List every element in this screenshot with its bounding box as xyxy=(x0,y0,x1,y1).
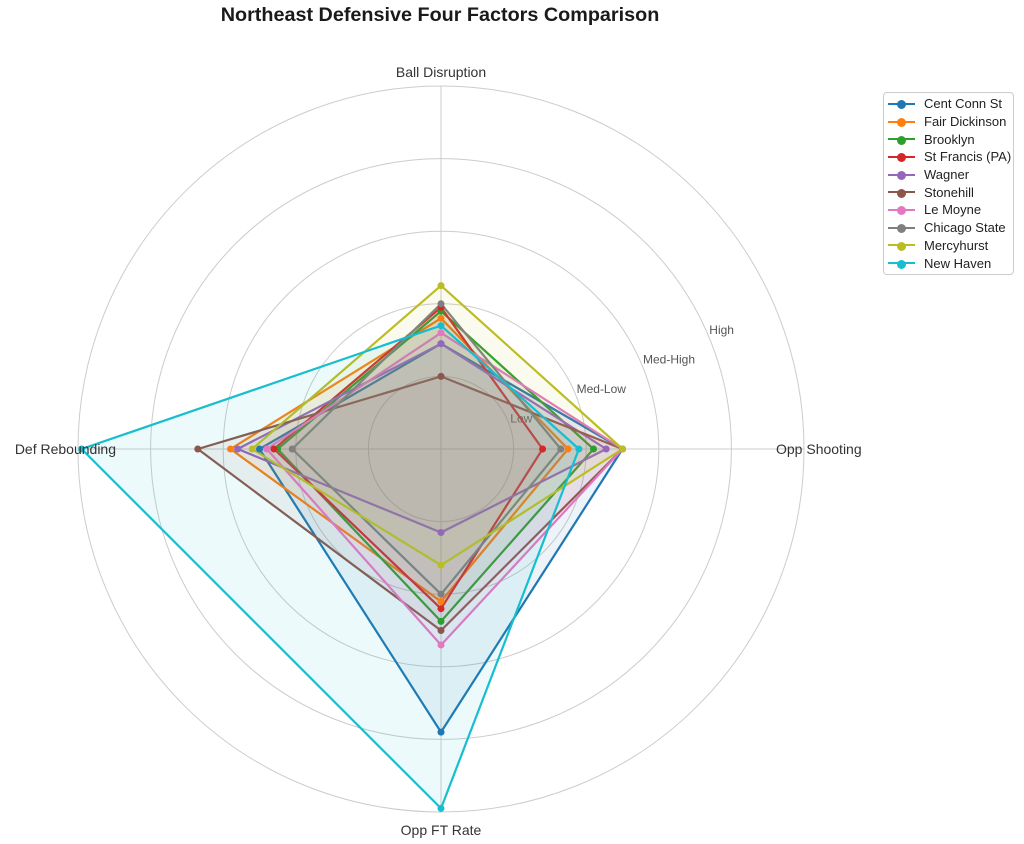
svg-text:High: High xyxy=(709,323,734,337)
svg-text:Med-High: Med-High xyxy=(643,352,695,366)
svg-text:Med-Low: Med-Low xyxy=(577,382,627,396)
